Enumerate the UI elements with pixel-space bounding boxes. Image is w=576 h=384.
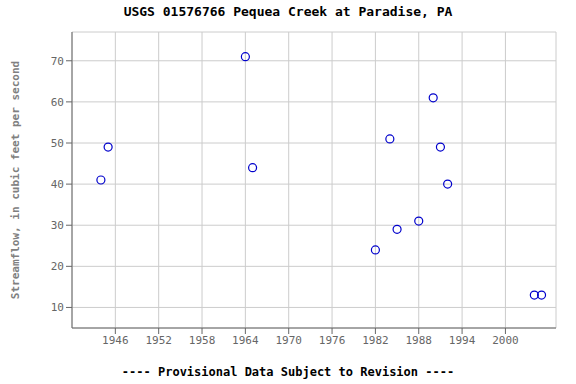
svg-text:50: 50: [51, 137, 64, 150]
svg-text:1994: 1994: [449, 334, 476, 347]
svg-text:70: 70: [51, 55, 64, 68]
svg-text:10: 10: [51, 301, 64, 314]
svg-text:1958: 1958: [189, 334, 216, 347]
svg-text:30: 30: [51, 219, 64, 232]
html-text:---- Provisional Data Subject: ---- Provisional Data Subject to Revisio…: [121, 365, 455, 379]
html-text:USGS 01576766 Pequea Creek at: USGS 01576766 Pequea Creek at Paradise, …: [123, 4, 453, 19]
svg-text:60: 60: [51, 96, 64, 109]
svg-text:1964: 1964: [232, 334, 259, 347]
svg-text:2000: 2000: [492, 334, 519, 347]
svg-text:40: 40: [51, 178, 64, 191]
svg-text:1988: 1988: [405, 334, 432, 347]
svg-text:Streamflow, in cubic feet per: Streamflow, in cubic feet per second: [9, 61, 22, 299]
svg-text:1982: 1982: [362, 334, 389, 347]
svg-text:1946: 1946: [102, 334, 129, 347]
svg-text:1976: 1976: [319, 334, 346, 347]
svg-text:1952: 1952: [145, 334, 172, 347]
svg-text:20: 20: [51, 260, 64, 273]
svg-text:1970: 1970: [275, 334, 302, 347]
